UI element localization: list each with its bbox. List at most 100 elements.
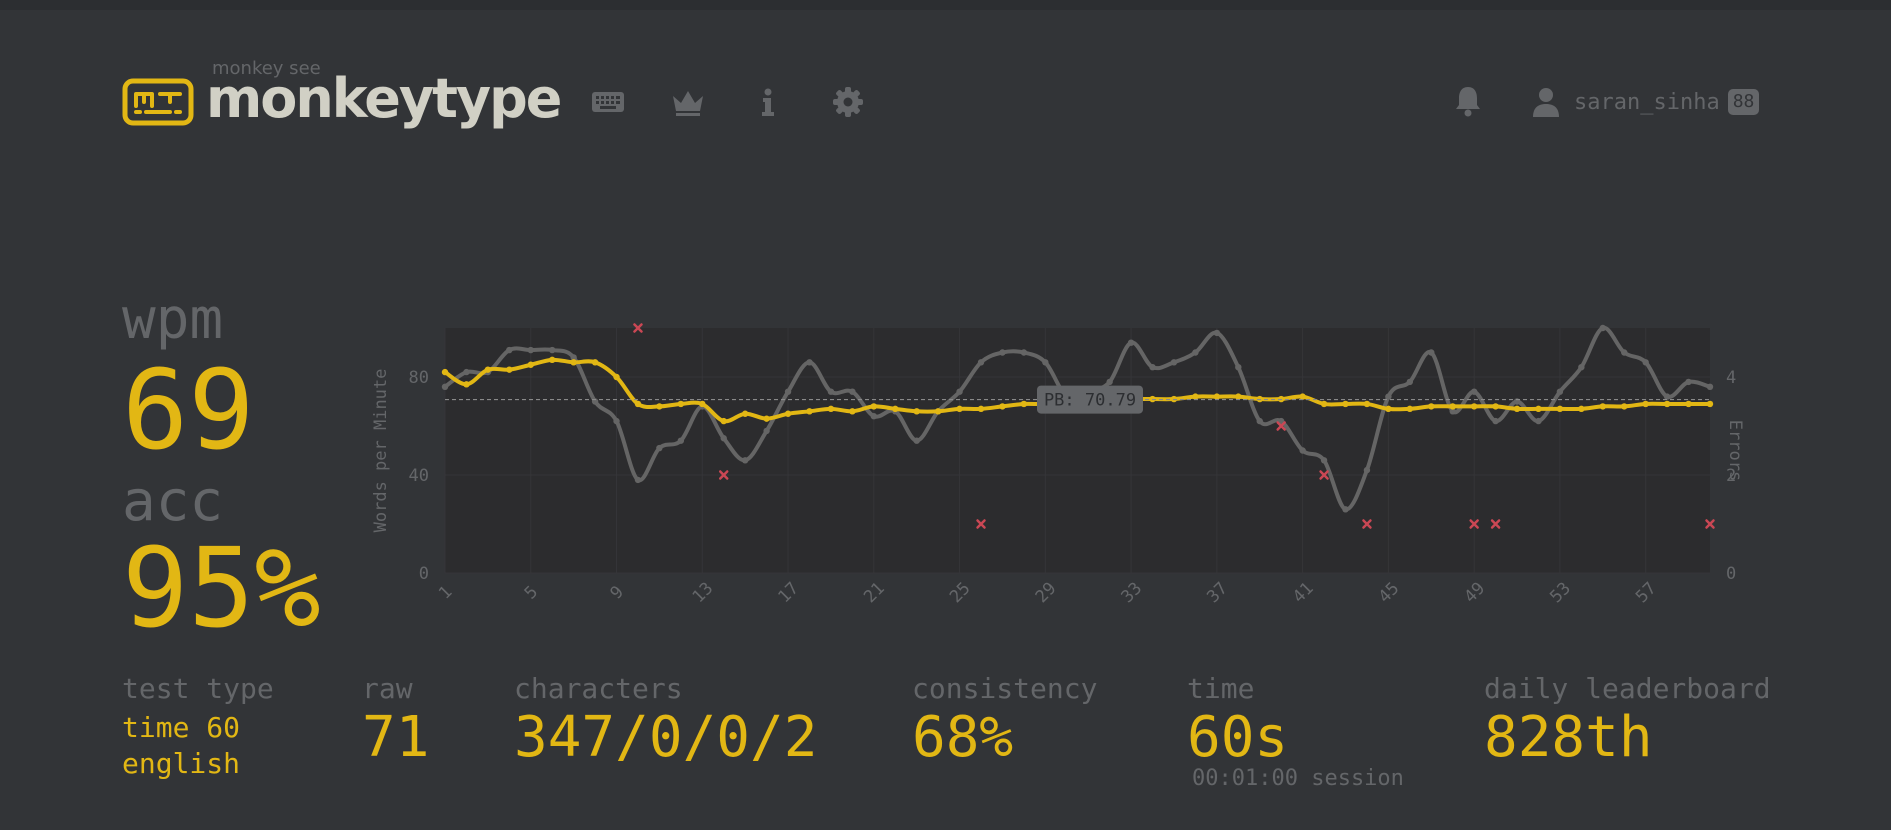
wpm-point xyxy=(699,400,706,408)
crown-icon[interactable] xyxy=(670,84,706,120)
raw-point xyxy=(763,427,770,435)
raw-point xyxy=(1385,393,1392,400)
raw-point xyxy=(849,388,856,395)
user-account[interactable]: saran_sinha 88 xyxy=(1530,84,1760,120)
error-mark xyxy=(976,519,986,529)
leaderboard-stat[interactable]: daily leaderboard 828th xyxy=(1484,672,1771,766)
raw-point xyxy=(549,346,556,354)
wpm-point xyxy=(1299,393,1306,400)
wpm-point xyxy=(1642,400,1649,408)
raw-point xyxy=(1106,378,1113,386)
wpm-point xyxy=(1621,403,1628,410)
wpm-point xyxy=(1663,400,1671,408)
wpm-point xyxy=(977,405,985,413)
user-icon xyxy=(1533,88,1559,117)
raw-point xyxy=(677,437,685,444)
pb-tooltip-box xyxy=(1037,385,1143,414)
wpm-point xyxy=(527,361,534,368)
raw-point xyxy=(956,388,963,395)
pb-tooltip-label: PB: 70.79 xyxy=(1044,391,1136,411)
raw-point xyxy=(1235,364,1242,371)
wpm-point xyxy=(827,405,835,413)
keyboard-icon[interactable] xyxy=(590,84,626,120)
wpm-point xyxy=(570,359,577,366)
wpm-point xyxy=(1385,405,1392,413)
raw-point xyxy=(870,413,878,420)
x-tick-label: 21 xyxy=(860,579,889,608)
raw-point xyxy=(570,354,577,361)
x-tick-label: 49 xyxy=(1461,579,1490,608)
raw-point xyxy=(527,346,534,354)
raw-point xyxy=(656,444,663,452)
raw-point xyxy=(1363,466,1371,474)
logo[interactable]: monkey see monkeytype xyxy=(122,56,562,126)
x-tick-label: 1 xyxy=(435,582,456,603)
x-tick-label: 41 xyxy=(1289,579,1318,608)
error-mark xyxy=(1705,519,1715,529)
username: saran_sinha xyxy=(1574,89,1720,115)
test-type-mode: time 60 xyxy=(122,710,241,744)
wpm-point xyxy=(463,381,470,388)
wpm-point xyxy=(1320,400,1328,408)
x-tick-label: 5 xyxy=(521,582,542,603)
error-mark xyxy=(718,470,729,480)
y2-tick-label: 2 xyxy=(1726,466,1736,486)
logo-icon xyxy=(122,78,194,126)
x-tick-label: 9 xyxy=(607,582,628,603)
raw-point xyxy=(1320,457,1328,464)
raw-point xyxy=(613,417,620,425)
wpm-point xyxy=(956,405,963,413)
x-tick-label: 53 xyxy=(1546,579,1575,608)
wpm-point xyxy=(1213,393,1221,400)
time-value: 60s xyxy=(1187,704,1289,770)
x-tick-label: 45 xyxy=(1375,579,1404,608)
wpm-point xyxy=(1578,405,1585,413)
info-icon[interactable] xyxy=(750,84,786,120)
acc-label: acc xyxy=(122,469,224,534)
x-tick-label: 13 xyxy=(689,579,718,608)
y2-tick-label: 0 xyxy=(1726,564,1736,584)
raw-point xyxy=(1299,447,1306,454)
raw-point xyxy=(1535,417,1542,425)
raw-point xyxy=(720,435,727,442)
error-mark xyxy=(1319,470,1329,480)
raw-point xyxy=(634,476,642,484)
raw-point xyxy=(1599,324,1606,332)
wpm-point xyxy=(1706,400,1714,408)
raw-point xyxy=(1556,388,1564,395)
x-tick-label: 25 xyxy=(946,579,975,608)
x-tick-label: 17 xyxy=(774,579,803,608)
wpm-point xyxy=(1535,405,1542,413)
raw-point xyxy=(1470,388,1478,395)
x-tick-label: 29 xyxy=(1032,579,1061,608)
raw-point xyxy=(1706,383,1714,390)
bell-icon[interactable] xyxy=(1451,84,1485,118)
raw-value: 71 xyxy=(362,704,430,770)
test-type-stat: test type time 60 english xyxy=(122,672,274,782)
wpm-point xyxy=(1428,403,1435,410)
gear-icon[interactable] xyxy=(830,84,866,120)
raw-point xyxy=(1170,359,1178,366)
level-badge: 88 xyxy=(1727,89,1760,115)
wpm-point xyxy=(999,403,1006,410)
wpm-label: wpm xyxy=(122,287,224,352)
y2-tick-label: 4 xyxy=(1726,368,1736,388)
raw-point xyxy=(1578,364,1585,371)
wpm-point xyxy=(1599,403,1606,410)
session-time: 00:01:00 session xyxy=(1192,766,1404,791)
wpm-point xyxy=(1192,393,1199,400)
wpm-point xyxy=(934,408,942,415)
consistency-label: consistency xyxy=(912,672,1098,705)
error-mark xyxy=(1490,519,1501,529)
test-type-language: english xyxy=(122,746,241,780)
raw-point xyxy=(1449,408,1456,415)
raw-point xyxy=(1042,359,1049,366)
wpm-point xyxy=(591,359,599,366)
wpm-value: 69 xyxy=(122,346,255,474)
consistency-value: 68% xyxy=(912,704,1014,770)
plot-background xyxy=(445,328,1710,573)
x-tick-label: 37 xyxy=(1203,579,1232,608)
wpm-point xyxy=(741,410,749,417)
wpm-point xyxy=(1556,405,1564,413)
